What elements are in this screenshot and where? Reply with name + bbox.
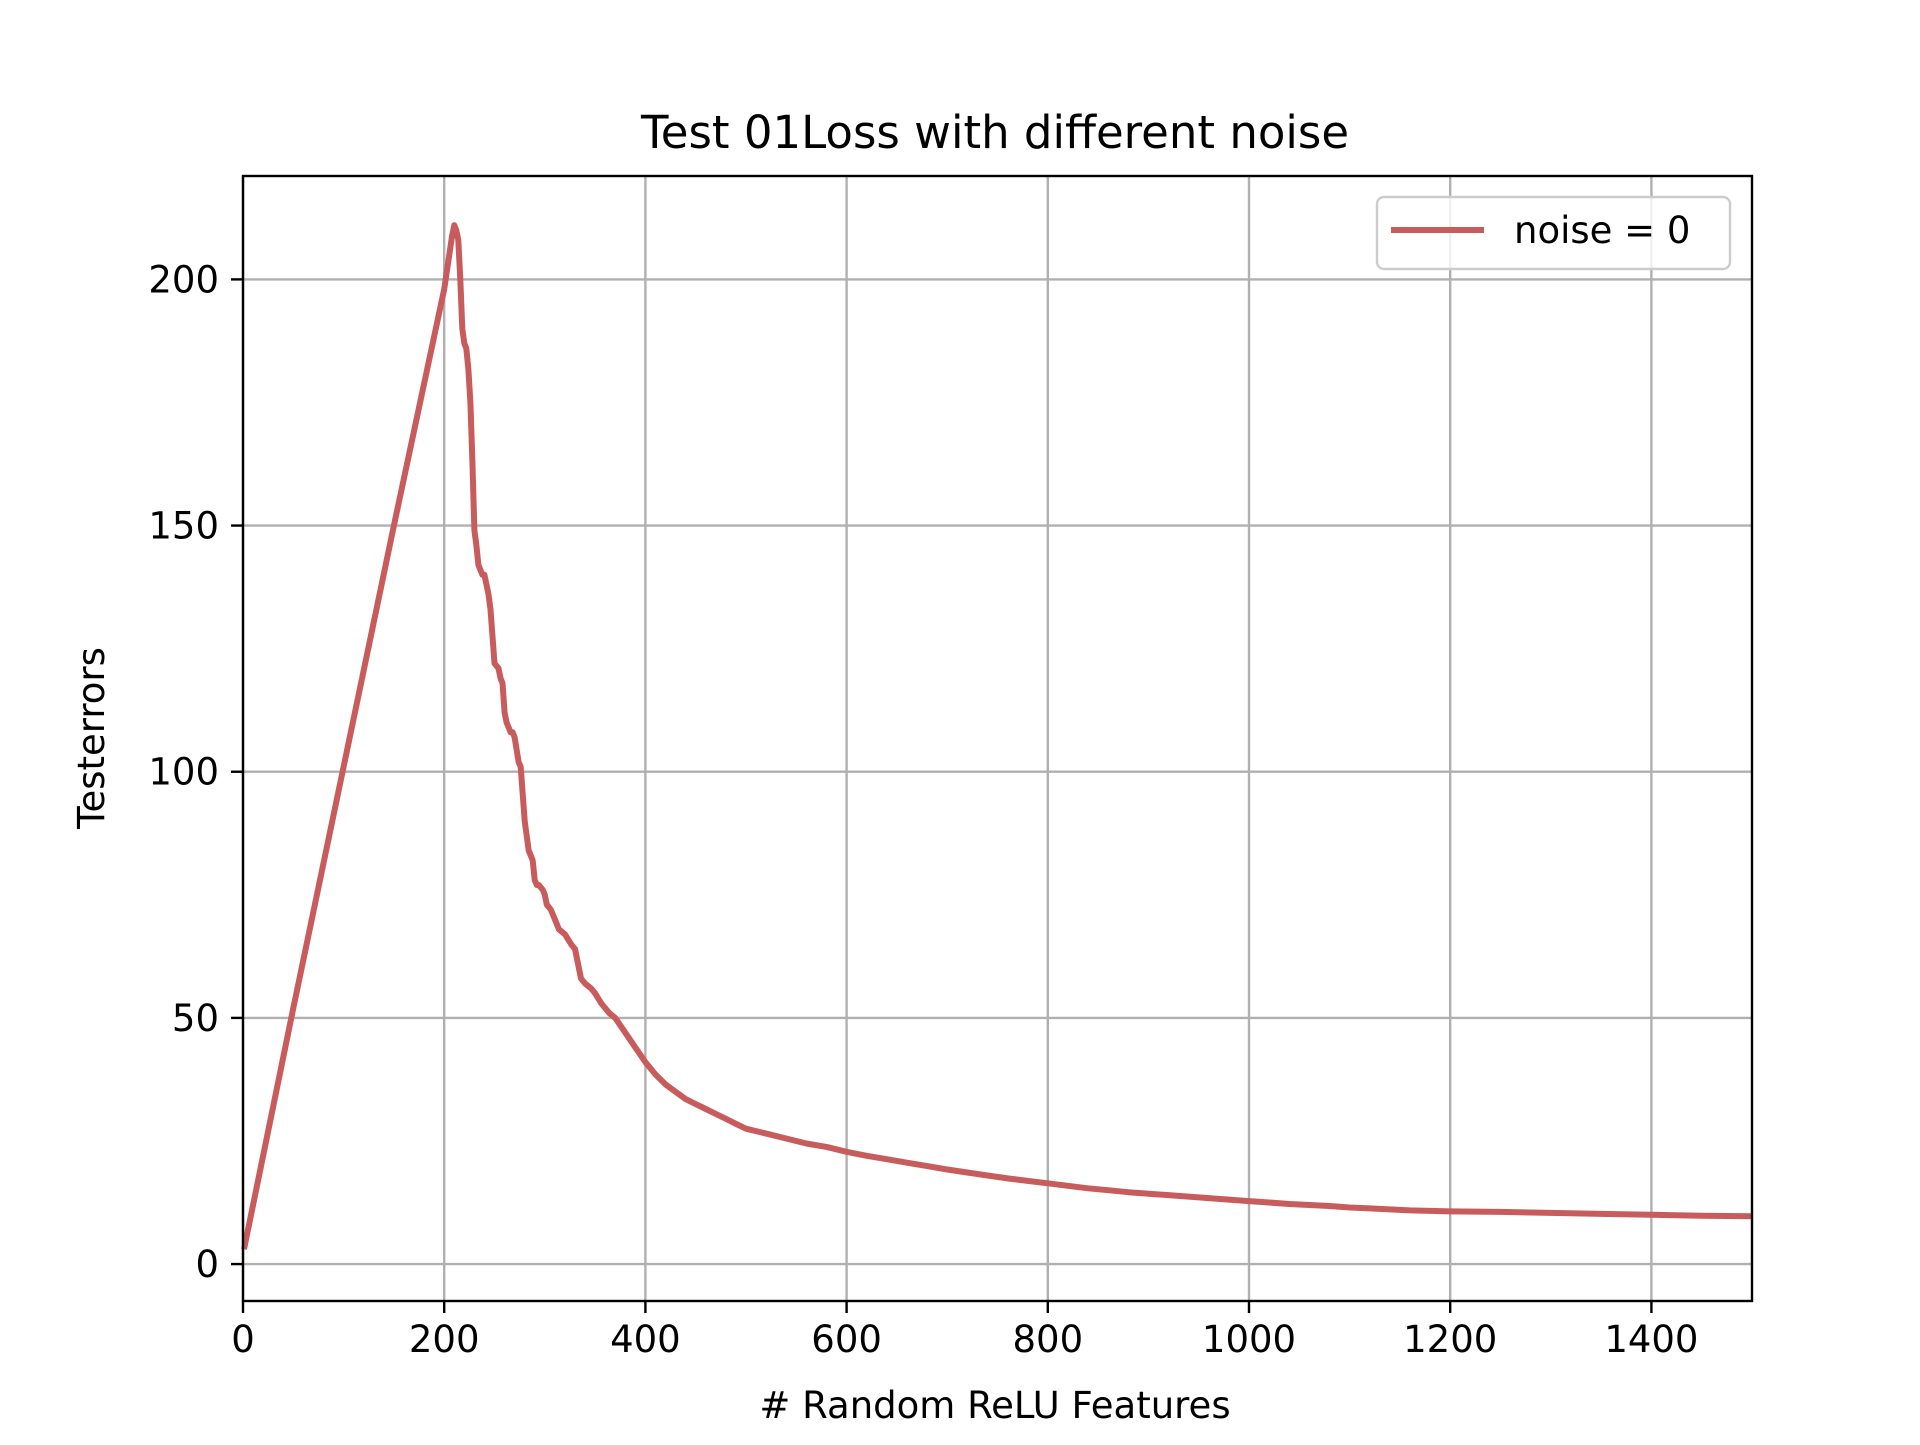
legend-label: noise = 0 <box>1514 209 1690 252</box>
plot-frame <box>241 174 1754 1303</box>
series-layer <box>241 222 1753 1250</box>
x-tick-label: 200 <box>409 1318 480 1361</box>
grid <box>241 176 1752 1301</box>
y-axis-title: Testerrors <box>70 647 113 830</box>
y-tick-label: 100 <box>148 751 219 794</box>
x-tick-label: 1200 <box>1403 1318 1497 1361</box>
ticks: 0 200 400 600 800 1000 1200 1400 0 50 100 150 200 <box>148 258 1698 1361</box>
x-tick-label: 1000 <box>1202 1318 1296 1361</box>
y-tick-label: 150 <box>148 505 219 548</box>
legend-box <box>1375 195 1732 271</box>
x-tick-label: 1400 <box>1604 1318 1698 1361</box>
series-line-noise-0 <box>241 222 1753 1250</box>
x-tick-label: 800 <box>1012 1318 1083 1361</box>
x-tick-label: 400 <box>610 1318 681 1361</box>
y-tick-label: 200 <box>148 258 219 301</box>
x-axis-title: # Random ReLU Features <box>759 1384 1230 1427</box>
x-tick-label: 600 <box>811 1318 882 1361</box>
x-tick-label: 0 <box>231 1318 255 1361</box>
y-tick-label: 0 <box>195 1243 219 1286</box>
y-tick-label: 50 <box>172 997 219 1040</box>
chart-title: Test 01Loss with different noise <box>640 106 1349 159</box>
legend: noise = 0 <box>1375 195 1732 271</box>
